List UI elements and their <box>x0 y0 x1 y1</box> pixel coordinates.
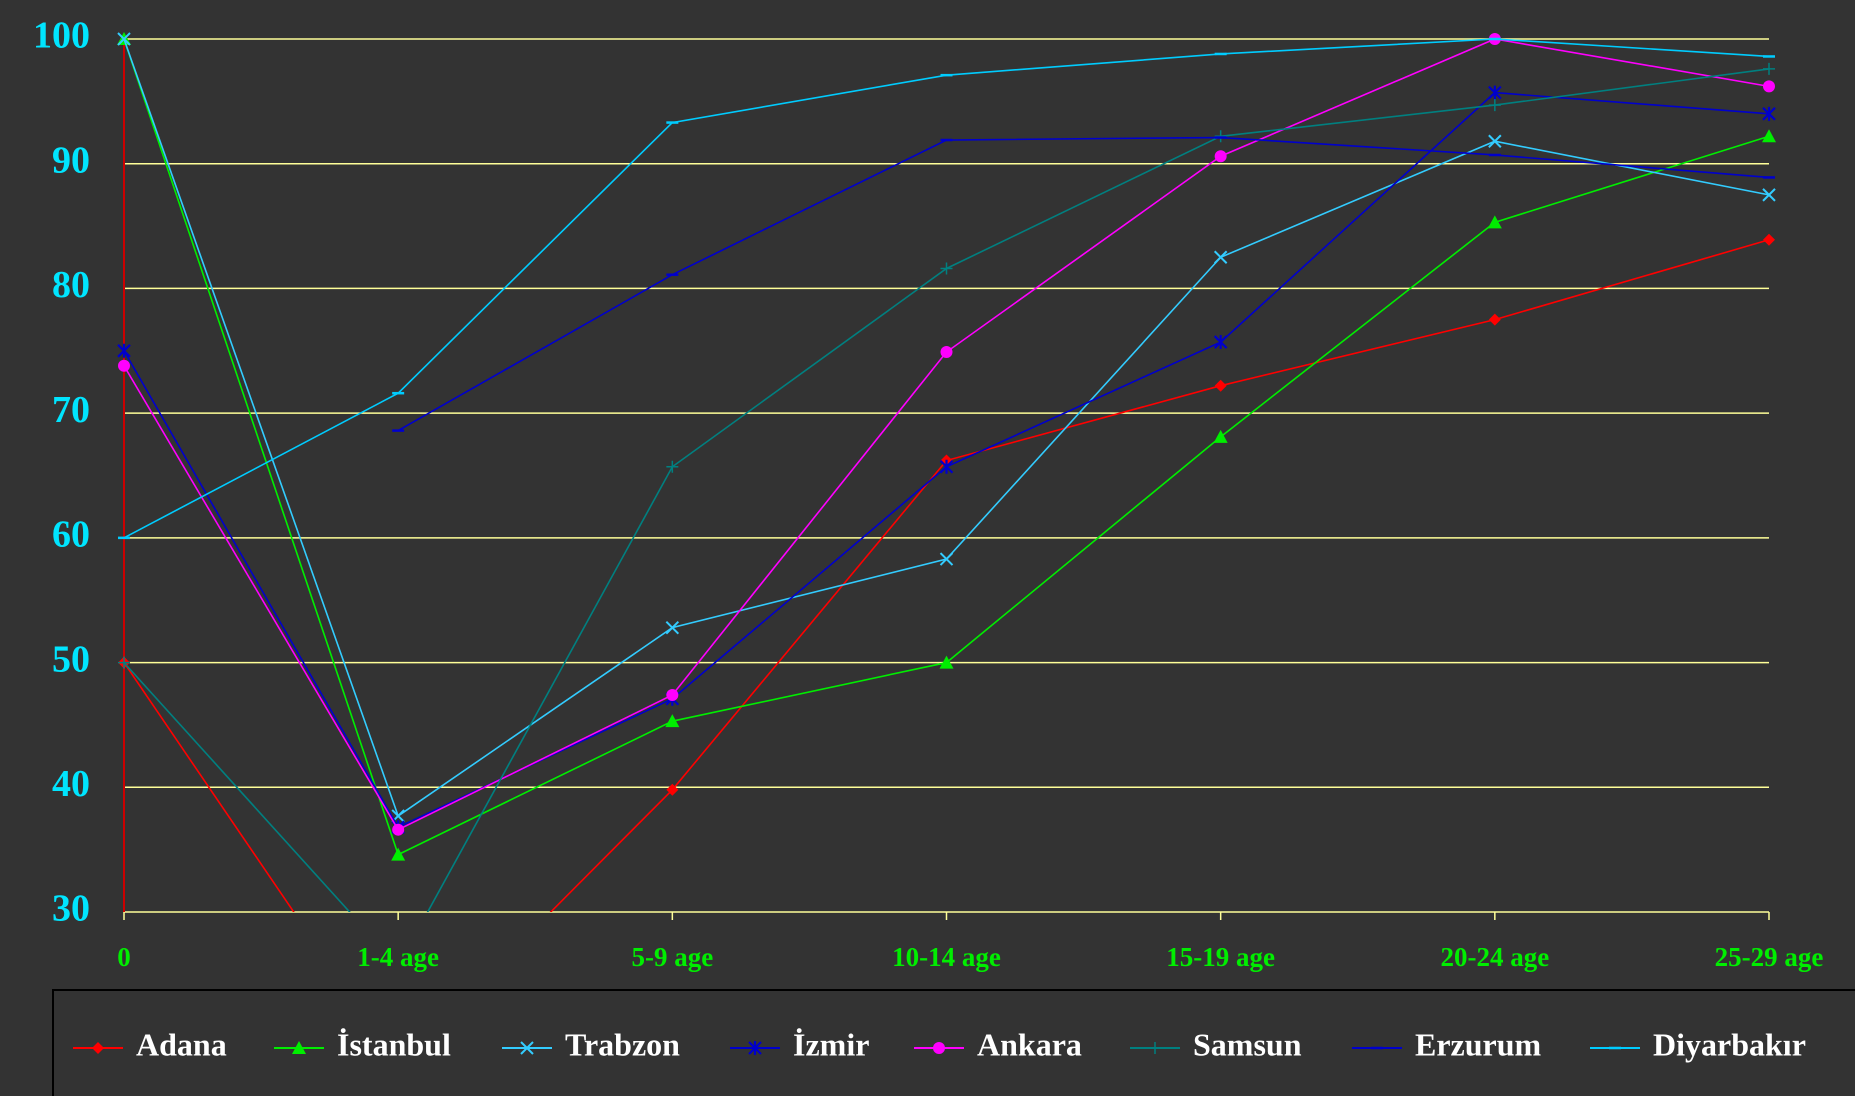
marker <box>1488 85 1502 100</box>
legend-label: Erzurum <box>1415 1026 1542 1062</box>
marker <box>1213 429 1228 443</box>
marker <box>933 1042 945 1054</box>
legend-label: Trabzon <box>565 1026 680 1062</box>
marker <box>939 655 954 669</box>
x-tick-label: 5-9 age <box>631 942 713 972</box>
marker <box>118 656 130 669</box>
series-line <box>123 68 1770 912</box>
marker <box>939 552 954 566</box>
legend-label: Diyarbakır <box>1653 1026 1806 1062</box>
legend-label: Samsun <box>1193 1026 1302 1062</box>
marker <box>1214 150 1227 163</box>
marker <box>665 620 680 635</box>
marker <box>666 688 679 701</box>
x-tick-label: 10-14 age <box>892 942 1001 972</box>
marker <box>117 343 131 358</box>
x-tick-label: 25-29 age <box>1715 942 1824 972</box>
marker <box>1487 215 1502 229</box>
marker <box>1762 129 1776 143</box>
legend-label: Ankara <box>977 1026 1082 1062</box>
marker <box>666 783 679 796</box>
series-line <box>123 38 1770 818</box>
x-tick-label: 1-4 age <box>357 942 439 972</box>
marker <box>1488 99 1501 112</box>
marker <box>391 847 406 861</box>
y-tick-label: 100 <box>33 15 90 57</box>
series-line <box>397 136 1770 432</box>
x-tick-label: 15-19 age <box>1166 942 1275 972</box>
marker <box>665 714 680 728</box>
labels: 30 40 50 60 70 80 90 100 0 1-4 age 5-9 age 10-14 ag… <box>33 15 1823 1063</box>
x-tick-label: 0 <box>117 942 131 972</box>
marker <box>748 1041 762 1055</box>
marker <box>1763 62 1775 75</box>
marker <box>1488 134 1502 148</box>
series-line <box>123 38 1770 856</box>
marker <box>520 1041 534 1055</box>
y-tick-label: 60 <box>52 514 90 556</box>
marker <box>1488 313 1501 326</box>
marker <box>940 346 953 359</box>
marker <box>1762 106 1776 121</box>
marker <box>1213 335 1228 350</box>
marker <box>1763 80 1775 93</box>
y-tick-label: 40 <box>52 763 90 805</box>
marker <box>1762 188 1776 202</box>
y-tick-label: 90 <box>52 139 90 181</box>
y-tick-label: 30 <box>52 888 90 930</box>
legend-label: İzmir <box>793 1026 869 1062</box>
plot-area <box>117 32 1776 912</box>
y-tick-label: 70 <box>52 389 90 431</box>
marker <box>1763 233 1775 246</box>
y-tick-label: 50 <box>52 638 90 680</box>
marker <box>1149 1042 1161 1054</box>
marker <box>92 1042 104 1054</box>
x-tick-label: 20-24 age <box>1440 942 1549 972</box>
y-tick-label: 80 <box>52 264 90 306</box>
marker <box>666 460 679 473</box>
legend-label: İstanbul <box>337 1026 451 1062</box>
marker <box>292 1041 306 1054</box>
marker <box>118 359 130 372</box>
legend-label: Adana <box>136 1026 227 1062</box>
legend-box <box>52 989 1855 1096</box>
marker <box>1213 250 1228 264</box>
grid <box>123 38 1770 920</box>
marker <box>392 823 405 836</box>
marker <box>939 459 954 474</box>
marker <box>117 32 131 46</box>
marker <box>1214 379 1227 392</box>
marker <box>940 262 953 275</box>
